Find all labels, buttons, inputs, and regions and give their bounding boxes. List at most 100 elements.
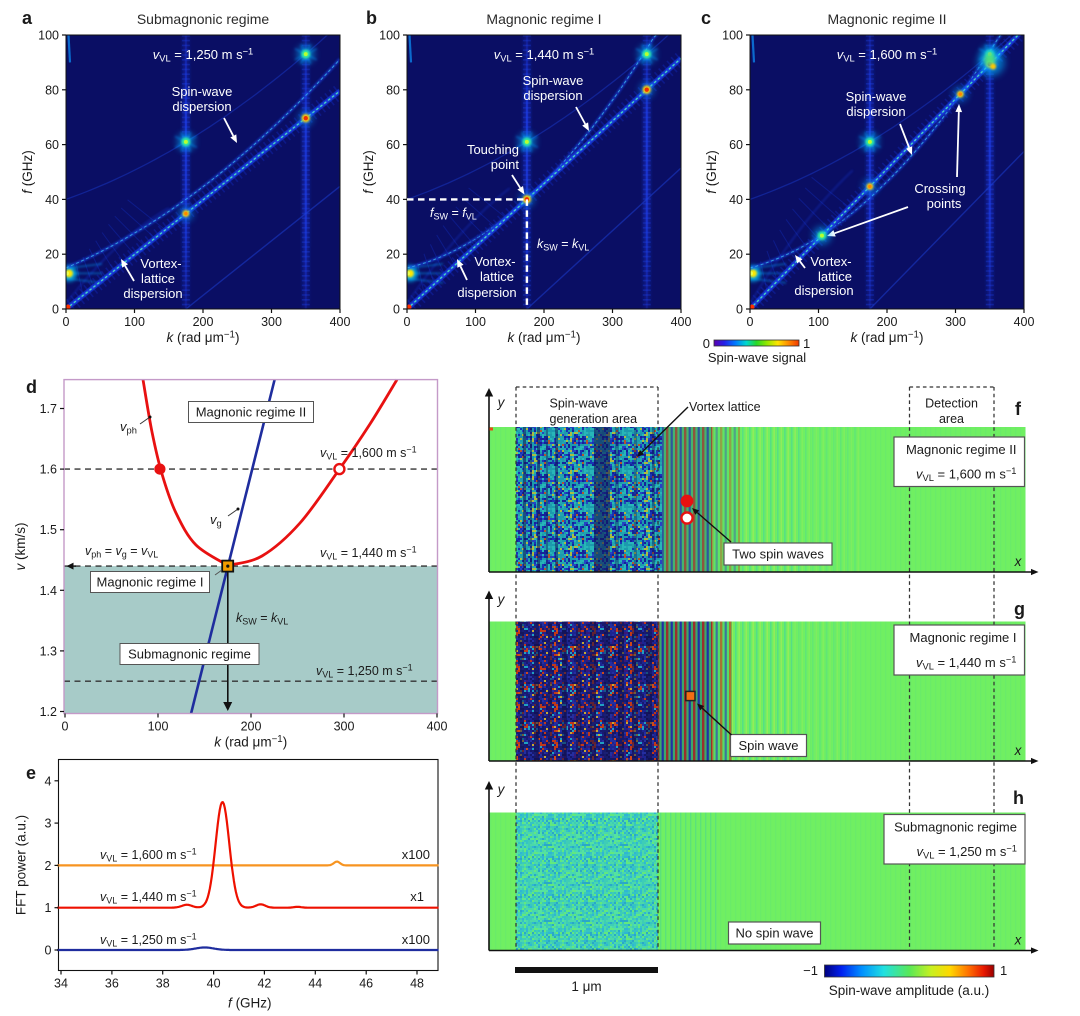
svg-text:400: 400 [1014, 315, 1035, 329]
svg-text:points: points [927, 196, 962, 211]
svg-text:dispersion: dispersion [846, 104, 905, 119]
svg-text:k (rad μm−1): k (rad μm−1) [851, 330, 924, 346]
svg-text:80: 80 [45, 83, 59, 97]
svg-text:40: 40 [386, 193, 400, 207]
svg-text:vVL = 1,600 m s−1: vVL = 1,600 m s−1 [320, 445, 417, 462]
svg-text:k (rad μm−1): k (rad μm−1) [508, 330, 581, 346]
svg-text:400: 400 [330, 315, 351, 329]
svg-text:dispersion: dispersion [523, 88, 582, 103]
svg-text:vVL = 1,440 m s−1: vVL = 1,440 m s−1 [494, 47, 595, 64]
svg-text:Magnonic regime I: Magnonic regime I [97, 575, 204, 590]
svg-text:y: y [497, 782, 506, 797]
svg-text:400: 400 [427, 720, 448, 734]
svg-text:1.7: 1.7 [40, 402, 57, 416]
svg-text:vVL = 1,250 m s−1: vVL = 1,250 m s−1 [100, 932, 197, 949]
svg-text:20: 20 [729, 248, 743, 262]
svg-text:FFT power (a.u.): FFT power (a.u.) [14, 815, 29, 915]
svg-text:vVL = 1,600 m s−1: vVL = 1,600 m s−1 [837, 47, 938, 64]
svg-text:4: 4 [45, 774, 52, 788]
svg-text:lattice: lattice [818, 269, 852, 284]
svg-text:100: 100 [148, 720, 169, 734]
svg-text:60: 60 [729, 138, 743, 152]
svg-text:0: 0 [703, 336, 710, 351]
svg-text:f (GHz): f (GHz) [228, 996, 272, 1011]
svg-text:Spin wave: Spin wave [739, 738, 799, 753]
svg-text:f (GHz): f (GHz) [361, 150, 376, 194]
svg-text:point: point [491, 157, 520, 172]
svg-text:f (GHz): f (GHz) [20, 150, 35, 194]
svg-text:0: 0 [747, 315, 754, 329]
svg-text:Spin-wave: Spin-wave [550, 397, 608, 411]
svg-text:100: 100 [124, 315, 145, 329]
svg-text:h: h [1013, 788, 1024, 808]
svg-text:1.5: 1.5 [40, 523, 57, 537]
svg-text:Spin-wave: Spin-wave [172, 84, 233, 99]
svg-text:Magnonic regime II: Magnonic regime II [827, 11, 946, 27]
svg-text:vVL = 1,600 m s−1: vVL = 1,600 m s−1 [916, 466, 1017, 483]
svg-text:Detection: Detection [925, 397, 978, 411]
svg-text:80: 80 [386, 83, 400, 97]
svg-text:lattice: lattice [480, 269, 514, 284]
svg-text:48: 48 [410, 977, 424, 991]
svg-text:1 μm: 1 μm [571, 979, 601, 994]
svg-text:0: 0 [62, 720, 69, 734]
svg-text:lattice: lattice [141, 271, 175, 286]
svg-text:vg: vg [210, 512, 222, 529]
svg-text:x100: x100 [402, 847, 430, 862]
svg-text:vVL = 1,600 m s−1: vVL = 1,600 m s−1 [100, 847, 197, 864]
svg-text:1.2: 1.2 [40, 705, 57, 719]
svg-text:Crossing: Crossing [914, 181, 965, 196]
svg-text:−1: −1 [803, 963, 818, 978]
svg-text:200: 200 [193, 315, 214, 329]
svg-text:dispersion: dispersion [457, 285, 516, 300]
svg-text:0: 0 [63, 315, 70, 329]
svg-text:vVL = 1,440 m s−1: vVL = 1,440 m s−1 [100, 889, 197, 906]
svg-text:dispersion: dispersion [794, 283, 853, 298]
svg-text:60: 60 [45, 138, 59, 152]
svg-text:Submagnonic regime: Submagnonic regime [128, 647, 251, 662]
svg-text:0: 0 [393, 303, 400, 317]
svg-text:x1: x1 [410, 889, 424, 904]
svg-text:k (rad μm−1): k (rad μm−1) [214, 734, 287, 750]
svg-text:y: y [497, 592, 506, 607]
svg-text:f: f [1015, 399, 1022, 419]
svg-text:1: 1 [45, 901, 52, 915]
svg-text:No spin wave: No spin wave [735, 926, 813, 941]
svg-text:100: 100 [38, 29, 59, 43]
svg-text:300: 300 [261, 315, 282, 329]
svg-text:vVL = 1,440 m s−1: vVL = 1,440 m s−1 [320, 545, 417, 562]
svg-text:k (rad μm−1): k (rad μm−1) [167, 330, 240, 346]
svg-text:2: 2 [45, 859, 52, 873]
svg-text:vVL = 1,250 m s−1: vVL = 1,250 m s−1 [316, 663, 413, 680]
svg-text:20: 20 [45, 248, 59, 262]
svg-text:e: e [26, 763, 36, 783]
svg-text:Vortex lattice: Vortex lattice [689, 400, 761, 414]
svg-text:200: 200 [241, 720, 262, 734]
svg-text:Spin-wave amplitude (a.u.): Spin-wave amplitude (a.u.) [829, 983, 990, 998]
svg-text:generation area: generation area [550, 412, 638, 426]
svg-text:1.4: 1.4 [40, 584, 57, 598]
svg-text:x: x [1014, 743, 1023, 758]
svg-text:g: g [1014, 599, 1025, 619]
svg-text:300: 300 [602, 315, 623, 329]
svg-text:100: 100 [722, 29, 743, 43]
svg-text:400: 400 [671, 315, 692, 329]
svg-text:dispersion: dispersion [123, 286, 182, 301]
svg-text:x100: x100 [402, 932, 430, 947]
svg-text:40: 40 [45, 193, 59, 207]
svg-text:x: x [1014, 933, 1023, 948]
svg-text:Touching: Touching [467, 142, 519, 157]
svg-text:60: 60 [386, 138, 400, 152]
svg-text:1.3: 1.3 [40, 644, 57, 658]
svg-text:1.6: 1.6 [40, 463, 57, 477]
svg-text:kSW = kVL: kSW = kVL [537, 237, 589, 253]
svg-text:0: 0 [52, 303, 59, 317]
svg-text:Vortex-: Vortex- [810, 254, 851, 269]
svg-text:0: 0 [45, 944, 52, 958]
svg-text:34: 34 [54, 977, 68, 991]
svg-text:f (GHz): f (GHz) [704, 150, 719, 194]
svg-text:Magnonic regime II: Magnonic regime II [196, 405, 307, 420]
svg-text:Magnonic regime II: Magnonic regime II [906, 442, 1017, 457]
svg-text:fSW = fVL: fSW = fVL [430, 206, 477, 222]
svg-text:vVL = 1,440 m s−1: vVL = 1,440 m s−1 [916, 655, 1017, 672]
